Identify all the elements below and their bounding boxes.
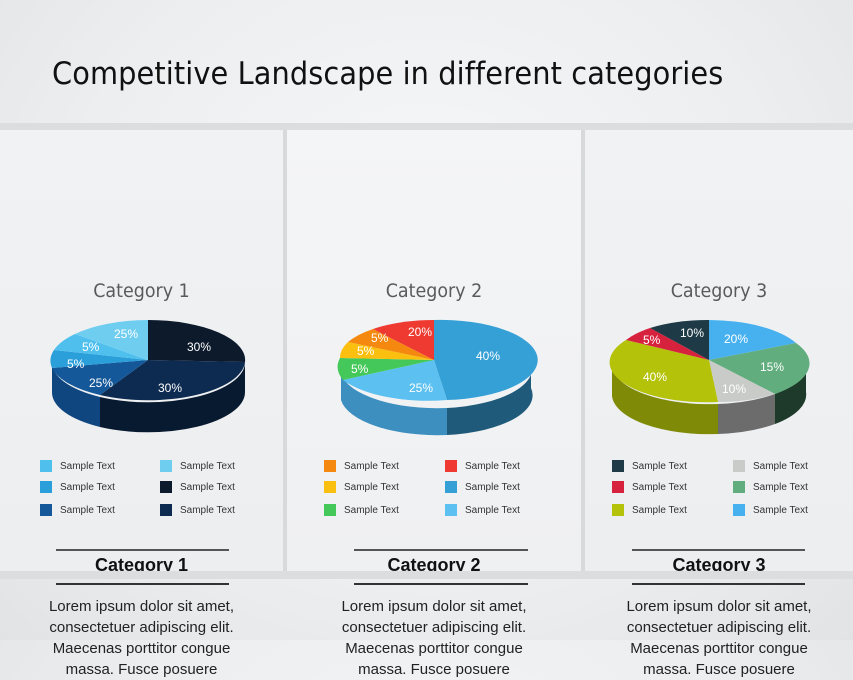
legend-item: Sample Text <box>612 460 687 472</box>
pie-top <box>50 319 246 401</box>
divider-bottom <box>56 583 229 585</box>
panel-category-2: Category 2 40% 25% 5% 5% 5% 20% Sample T… <box>287 130 581 678</box>
pie-top <box>609 319 810 403</box>
legend-item: Sample Text <box>324 460 399 472</box>
slice-label: 10% <box>680 326 704 340</box>
legend-swatch <box>612 504 624 516</box>
divider-bottom <box>354 583 528 585</box>
legend-item: Sample Text <box>733 481 808 493</box>
legend-item: Sample Text <box>324 481 399 493</box>
category-description: Lorem ipsum dolor sit amet, consectetuer… <box>626 598 812 678</box>
category-heading: Category 1 <box>94 555 189 575</box>
panel-separator <box>283 130 287 571</box>
slice-label: 5% <box>67 357 85 371</box>
slice-label: 20% <box>408 325 432 339</box>
legend-swatch <box>733 481 745 493</box>
divider-bottom <box>632 583 805 585</box>
slice-label: 20% <box>724 332 748 346</box>
chart-title: Category 1 <box>93 280 190 302</box>
legend-swatch <box>324 504 336 516</box>
legend-swatch <box>160 504 172 516</box>
legend-swatch <box>324 460 336 472</box>
divider-top <box>632 549 805 551</box>
bottom-band <box>0 571 853 579</box>
legend-swatch <box>324 481 336 493</box>
legend-item: Sample Text <box>612 504 687 516</box>
slice-label: 5% <box>351 362 369 376</box>
category-description: Lorem ipsum dolor sit amet, consectetuer… <box>341 598 527 678</box>
slice-label: 5% <box>371 331 389 345</box>
legend-item: Sample Text <box>733 504 808 516</box>
legend-item: Sample Text <box>40 504 115 516</box>
pie-sides <box>51 362 246 433</box>
divider-top <box>56 549 229 551</box>
chart-title: Category 2 <box>385 280 483 302</box>
legend-swatch <box>40 481 52 493</box>
pie-top <box>337 319 538 401</box>
legend-swatch <box>40 460 52 472</box>
panel-separator <box>581 130 585 571</box>
slide-title: Competitive Landscape in different categ… <box>52 56 724 92</box>
legend-swatch <box>733 504 745 516</box>
legend-swatch <box>160 481 172 493</box>
legend-item: Sample Text <box>160 504 235 516</box>
legend-item: Sample Text <box>160 460 235 472</box>
legend-item: Sample Text <box>612 481 687 493</box>
legend-item: Sample Text <box>324 504 399 516</box>
chart-title: Category 3 <box>670 280 768 302</box>
top-band <box>0 123 853 130</box>
category-heading: Category 2 <box>387 555 481 575</box>
slice-label: 30% <box>158 381 182 395</box>
pie-sides <box>612 362 807 435</box>
slice-label: 40% <box>476 349 500 363</box>
legend-swatch <box>612 460 624 472</box>
panel-category-3: Category 3 20% 15% 10% 40% 5% 10% Sample… <box>585 130 853 678</box>
slice-label: 25% <box>114 327 138 341</box>
pie-chart-category-2: 40% 25% 5% 5% 5% 20% <box>337 319 538 436</box>
slice-label: 5% <box>82 340 100 354</box>
pie-chart-category-3: 20% 15% 10% 40% 5% 10% <box>609 319 810 435</box>
slice-label: 40% <box>643 370 667 384</box>
panel-category-1: Category 1 30% 30% 25% 5% 5% 25% Sample … <box>0 130 283 678</box>
legend-swatch <box>160 460 172 472</box>
slice-label: 15% <box>760 360 784 374</box>
pie-chart-category-1: 30% 30% 25% 5% 5% 25% <box>50 319 246 433</box>
legend-item: Sample Text <box>445 504 520 516</box>
legend-swatch <box>445 460 457 472</box>
category-heading: Category 3 <box>672 555 766 575</box>
legend-item: Sample Text <box>445 481 520 493</box>
legend-item: Sample Text <box>445 460 520 472</box>
legend-item: Sample Text <box>40 460 115 472</box>
legend-item: Sample Text <box>160 481 235 493</box>
legend-item: Sample Text <box>733 460 808 472</box>
legend-swatch <box>445 481 457 493</box>
legend-swatch <box>612 481 624 493</box>
slice-label: 30% <box>187 340 211 354</box>
pie-sides <box>341 362 533 436</box>
slice-label: 25% <box>89 376 113 390</box>
category-description: Lorem ipsum dolor sit amet, consectetuer… <box>48 598 235 678</box>
divider-top <box>354 549 528 551</box>
slice-label: 25% <box>409 381 433 395</box>
legend-swatch <box>40 504 52 516</box>
legend-swatch <box>445 504 457 516</box>
legend-item: Sample Text <box>40 481 115 493</box>
legend-swatch <box>733 460 745 472</box>
slice-label: 5% <box>643 333 661 347</box>
slice-label: 10% <box>722 382 746 396</box>
slice-label: 5% <box>357 344 375 358</box>
